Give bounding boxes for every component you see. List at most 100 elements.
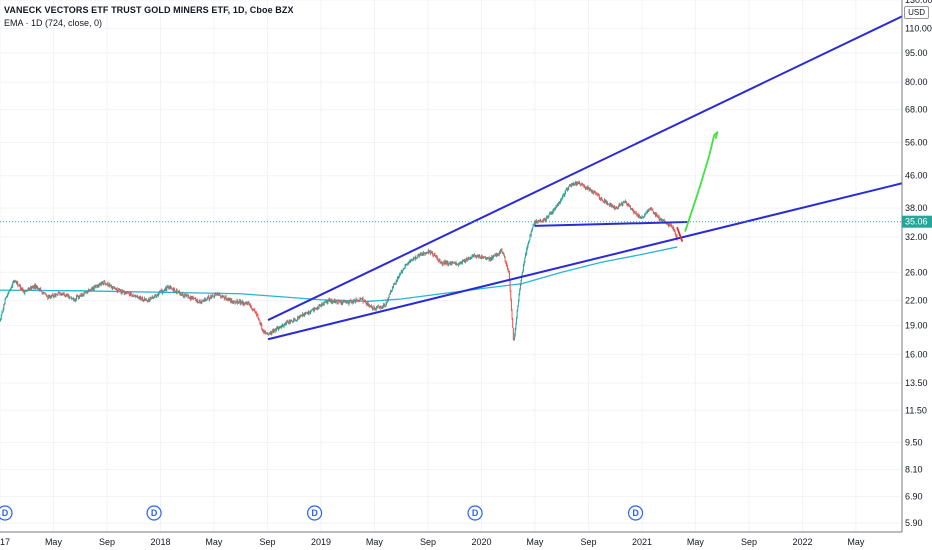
candle-body (626, 201, 628, 204)
candle-body (578, 182, 580, 184)
candle-body (107, 283, 109, 286)
candle-body (486, 258, 488, 260)
candle-body (243, 302, 245, 305)
candle-body (389, 291, 391, 295)
candle-body (214, 293, 216, 295)
annotations[interactable] (0, 15, 903, 341)
candle-body (456, 263, 458, 265)
candle-body (547, 216, 549, 218)
candle-body (549, 213, 551, 214)
projection-stroke[interactable] (684, 131, 719, 232)
candle-body (310, 310, 312, 313)
candle-body (207, 296, 209, 299)
candle-body (393, 283, 395, 288)
candle-body (560, 200, 561, 202)
candle-body (471, 255, 473, 258)
candle-body (54, 293, 56, 297)
candle-body (31, 286, 33, 290)
candle-body (173, 288, 175, 291)
candle-body (648, 208, 650, 212)
dividend-marker[interactable] (627, 505, 644, 521)
candle-body (593, 192, 595, 193)
candle-body (513, 339, 515, 340)
trend-line[interactable] (267, 15, 903, 321)
indicator-label[interactable]: EMA · 1D (724, close, 0) (4, 18, 103, 28)
candle-body (15, 281, 17, 283)
currency-badge[interactable]: USD (904, 6, 929, 19)
candle-body (351, 302, 353, 304)
candle-body (118, 289, 119, 291)
candle-body (63, 292, 65, 294)
candle-body (237, 300, 239, 304)
candle-body (97, 284, 99, 286)
candle-body (515, 323, 517, 329)
candle-body (478, 255, 480, 258)
candle-body (53, 296, 55, 298)
dividend-marker[interactable] (146, 505, 162, 521)
dividend-marker[interactable] (306, 505, 323, 521)
candle-body (102, 281, 103, 284)
candle-body (257, 315, 259, 318)
candle-body (581, 184, 582, 185)
candle-body (504, 256, 506, 261)
candle-body (658, 216, 660, 220)
candle-body (141, 297, 143, 300)
candle-body (163, 289, 165, 291)
dividend-marker[interactable] (0, 505, 13, 521)
candle-body (25, 290, 27, 292)
candle-body (330, 299, 332, 302)
candle-body (12, 281, 14, 284)
dividend-marker[interactable] (467, 505, 483, 521)
candle-body (552, 211, 554, 214)
candle-body (346, 302, 347, 303)
candle-body (123, 291, 125, 292)
candle-body (444, 261, 446, 264)
candle-body (395, 281, 397, 284)
candle-body (110, 285, 112, 286)
candle-body (484, 257, 486, 258)
candle-body (10, 287, 12, 291)
candle-body (522, 270, 524, 273)
candle-body (215, 293, 217, 295)
candle-body (517, 305, 519, 310)
candle-body (531, 229, 533, 232)
candle-body (400, 271, 402, 274)
candle-body (512, 318, 514, 328)
candle-body (133, 295, 135, 297)
candle-body (390, 291, 392, 292)
y-tick-label: 110.00 (905, 23, 932, 33)
candle-body (502, 252, 503, 253)
candle-body (91, 288, 93, 290)
candle-body (631, 208, 633, 210)
candle-body (77, 296, 79, 298)
candle-body (51, 294, 53, 296)
candle-body (301, 314, 303, 316)
candle-body (20, 288, 22, 289)
candle-body (263, 331, 265, 334)
candle-body (82, 294, 84, 296)
candle-body (375, 308, 377, 310)
candle-body (591, 189, 593, 193)
candle-body (596, 193, 598, 195)
candle-body (261, 324, 263, 329)
candle-body (179, 292, 181, 295)
candle-body (465, 258, 467, 261)
projection-stroke[interactable] (676, 226, 684, 242)
candle-body (151, 298, 153, 300)
candle-body (584, 188, 586, 189)
candle-body (195, 297, 196, 300)
candle-body (277, 328, 279, 330)
trend-line[interactable] (267, 182, 903, 341)
candle-body (344, 301, 346, 303)
candle-body (172, 288, 174, 290)
candle-body (360, 298, 362, 299)
trend-line[interactable] (534, 220, 687, 227)
candle-body (177, 291, 179, 293)
candle-body (89, 290, 91, 292)
candle-body (226, 298, 228, 301)
candle-body (192, 296, 194, 298)
candle-body (296, 317, 298, 321)
candle-body (510, 290, 512, 301)
